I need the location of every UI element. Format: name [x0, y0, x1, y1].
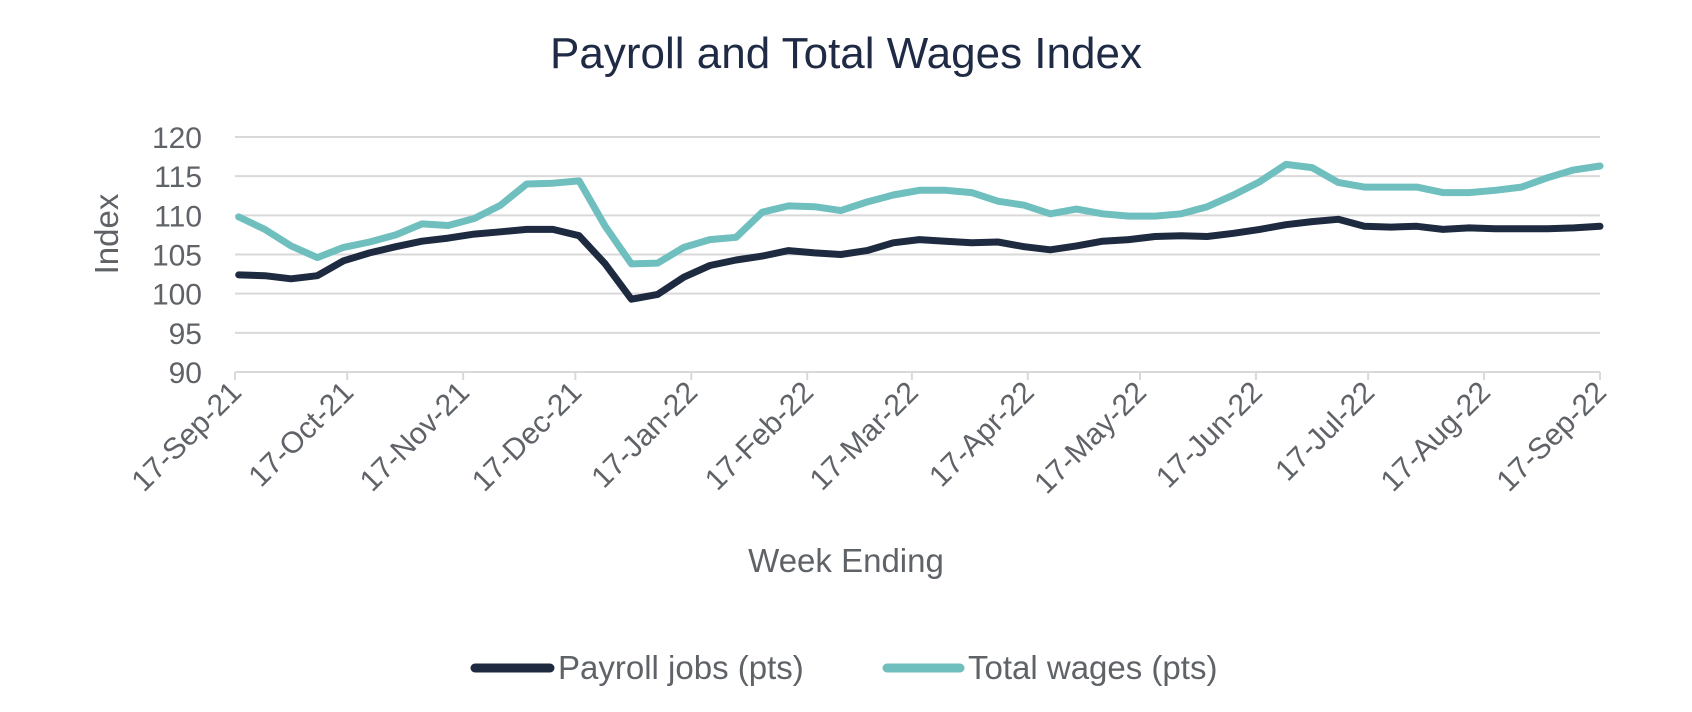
x-tick-label: 17-Jan-22 — [585, 376, 704, 495]
x-tick-label: 17-Nov-21 — [354, 376, 476, 498]
x-tick-label: 17-Jun-22 — [1150, 376, 1269, 495]
legend: Payroll jobs (pts) Total wages (pts) — [470, 649, 1217, 686]
x-tick-label: 17-Sep-21 — [126, 376, 248, 498]
legend-label-payroll-jobs: Payroll jobs (pts) — [558, 649, 804, 686]
x-tick-label: 17-Mar-22 — [804, 376, 925, 497]
series-line-total-wages — [235, 160, 1604, 268]
y-tick-label: 105 — [152, 240, 202, 273]
y-tick-label: 90 — [169, 357, 202, 390]
x-tick-label: 17-Feb-22 — [699, 376, 820, 497]
x-tick-label: 17-Sep-22 — [1491, 376, 1613, 498]
x-tick-label: 17-May-22 — [1028, 376, 1153, 501]
series-lines — [235, 160, 1604, 303]
y-tick-label: 95 — [169, 318, 202, 351]
y-tick-label: 100 — [152, 279, 202, 312]
x-tick-label: 17-Jul-22 — [1269, 376, 1381, 488]
legend-label-total-wages: Total wages (pts) — [968, 649, 1217, 686]
y-tick-label: 115 — [154, 161, 202, 194]
x-tick-label: 17-Apr-22 — [923, 376, 1041, 494]
y-tick-label: 110 — [154, 200, 202, 233]
y-axis-ticks: 90 95 100 105 110 115 120 — [152, 122, 202, 390]
chart-title: Payroll and Total Wages Index — [550, 29, 1142, 78]
gridlines — [235, 136, 1600, 334]
y-tick-label: 120 — [152, 122, 202, 155]
series-line-payroll-jobs — [235, 215, 1604, 303]
x-axis-label: Week Ending — [748, 542, 944, 579]
x-axis-ticks: 17-Sep-2117-Oct-2117-Nov-2117-Dec-2117-J… — [126, 372, 1613, 500]
x-tick-label: 17-Dec-21 — [466, 376, 588, 498]
x-tick-label: 17-Oct-21 — [242, 376, 360, 494]
y-axis-label: Index — [88, 193, 125, 274]
x-tick-label: 17-Aug-22 — [1375, 376, 1497, 498]
